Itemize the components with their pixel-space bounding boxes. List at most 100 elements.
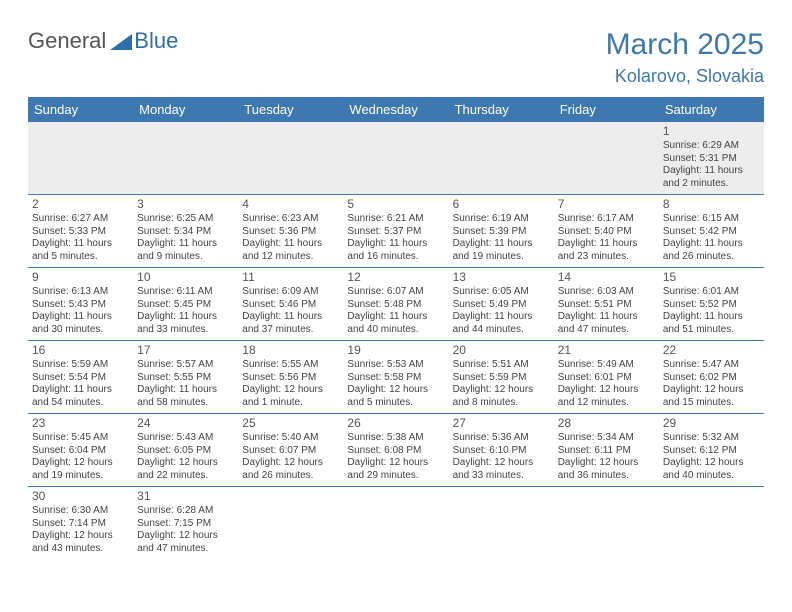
sunset-line: Sunset: 5:42 PM <box>663 226 760 239</box>
calendar-cell: 5Sunrise: 6:21 AMSunset: 5:37 PMDaylight… <box>343 195 448 268</box>
sunset-line: Sunset: 6:08 PM <box>347 445 444 458</box>
sunrise-line: Sunrise: 6:11 AM <box>137 286 234 299</box>
day-number: 22 <box>663 343 760 358</box>
sunset-line: Sunset: 5:48 PM <box>347 299 444 312</box>
day-number: 9 <box>32 270 129 285</box>
sunset-line: Sunset: 6:04 PM <box>32 445 129 458</box>
calendar-cell <box>133 122 238 195</box>
calendar-cell: 15Sunrise: 6:01 AMSunset: 5:52 PMDayligh… <box>659 268 764 341</box>
sunrise-line: Sunrise: 5:53 AM <box>347 359 444 372</box>
calendar-cell: 12Sunrise: 6:07 AMSunset: 5:48 PMDayligh… <box>343 268 448 341</box>
sunrise-line: Sunrise: 6:19 AM <box>453 213 550 226</box>
calendar-cell: 7Sunrise: 6:17 AMSunset: 5:40 PMDaylight… <box>554 195 659 268</box>
sunset-line: Sunset: 7:14 PM <box>32 518 129 531</box>
sunrise-line: Sunrise: 6:29 AM <box>663 140 760 153</box>
calendar-cell: 10Sunrise: 6:11 AMSunset: 5:45 PMDayligh… <box>133 268 238 341</box>
calendar-cell <box>238 122 343 195</box>
calendar-cell <box>659 487 764 560</box>
day-number: 3 <box>137 197 234 212</box>
sunrise-line: Sunrise: 5:32 AM <box>663 432 760 445</box>
calendar-cell <box>554 487 659 560</box>
day-header: Monday <box>133 97 238 122</box>
calendar-cell: 27Sunrise: 5:36 AMSunset: 6:10 PMDayligh… <box>449 414 554 487</box>
calendar-cell <box>343 122 448 195</box>
sunrise-line: Sunrise: 5:51 AM <box>453 359 550 372</box>
day-number: 31 <box>137 489 234 504</box>
daylight-line: Daylight: 11 hours and 33 minutes. <box>137 311 234 336</box>
day-number: 16 <box>32 343 129 358</box>
daylight-line: Daylight: 11 hours and 30 minutes. <box>32 311 129 336</box>
day-number: 28 <box>558 416 655 431</box>
daylight-line: Daylight: 12 hours and 43 minutes. <box>32 530 129 555</box>
sunset-line: Sunset: 6:07 PM <box>242 445 339 458</box>
sunrise-line: Sunrise: 5:34 AM <box>558 432 655 445</box>
calendar-cell: 24Sunrise: 5:43 AMSunset: 6:05 PMDayligh… <box>133 414 238 487</box>
calendar-cell <box>554 122 659 195</box>
sunset-line: Sunset: 5:54 PM <box>32 372 129 385</box>
calendar-cell: 18Sunrise: 5:55 AMSunset: 5:56 PMDayligh… <box>238 341 343 414</box>
day-number: 13 <box>453 270 550 285</box>
sunset-line: Sunset: 6:01 PM <box>558 372 655 385</box>
sunset-line: Sunset: 5:55 PM <box>137 372 234 385</box>
day-number: 2 <box>32 197 129 212</box>
day-header: Wednesday <box>343 97 448 122</box>
calendar-cell: 14Sunrise: 6:03 AMSunset: 5:51 PMDayligh… <box>554 268 659 341</box>
sunrise-line: Sunrise: 6:27 AM <box>32 213 129 226</box>
sunset-line: Sunset: 7:15 PM <box>137 518 234 531</box>
daylight-line: Daylight: 12 hours and 19 minutes. <box>32 457 129 482</box>
daylight-line: Daylight: 12 hours and 8 minutes. <box>453 384 550 409</box>
day-header: Friday <box>554 97 659 122</box>
sunrise-line: Sunrise: 5:36 AM <box>453 432 550 445</box>
day-number: 25 <box>242 416 339 431</box>
day-header: Tuesday <box>238 97 343 122</box>
day-number: 10 <box>137 270 234 285</box>
calendar-cell: 6Sunrise: 6:19 AMSunset: 5:39 PMDaylight… <box>449 195 554 268</box>
sunset-line: Sunset: 5:33 PM <box>32 226 129 239</box>
sunset-line: Sunset: 6:11 PM <box>558 445 655 458</box>
daylight-line: Daylight: 11 hours and 26 minutes. <box>663 238 760 263</box>
sunrise-line: Sunrise: 5:38 AM <box>347 432 444 445</box>
calendar-cell: 9Sunrise: 6:13 AMSunset: 5:43 PMDaylight… <box>28 268 133 341</box>
sunrise-line: Sunrise: 5:47 AM <box>663 359 760 372</box>
daylight-line: Daylight: 12 hours and 22 minutes. <box>137 457 234 482</box>
daylight-line: Daylight: 12 hours and 33 minutes. <box>453 457 550 482</box>
sunrise-line: Sunrise: 6:28 AM <box>137 505 234 518</box>
sunrise-line: Sunrise: 5:57 AM <box>137 359 234 372</box>
sunrise-line: Sunrise: 5:45 AM <box>32 432 129 445</box>
calendar-cell: 21Sunrise: 5:49 AMSunset: 6:01 PMDayligh… <box>554 341 659 414</box>
day-number: 7 <box>558 197 655 212</box>
sunset-line: Sunset: 5:58 PM <box>347 372 444 385</box>
daylight-line: Daylight: 11 hours and 23 minutes. <box>558 238 655 263</box>
calendar-cell: 23Sunrise: 5:45 AMSunset: 6:04 PMDayligh… <box>28 414 133 487</box>
sunrise-line: Sunrise: 6:25 AM <box>137 213 234 226</box>
title-block: March 2025 Kolarovo, Slovakia <box>606 28 764 87</box>
day-header: Sunday <box>28 97 133 122</box>
day-number: 30 <box>32 489 129 504</box>
day-number: 18 <box>242 343 339 358</box>
day-number: 6 <box>453 197 550 212</box>
sunset-line: Sunset: 6:05 PM <box>137 445 234 458</box>
sunset-line: Sunset: 6:12 PM <box>663 445 760 458</box>
calendar-cell: 1Sunrise: 6:29 AMSunset: 5:31 PMDaylight… <box>659 122 764 195</box>
daylight-line: Daylight: 11 hours and 47 minutes. <box>558 311 655 336</box>
day-number: 1 <box>663 124 760 139</box>
sunrise-line: Sunrise: 6:05 AM <box>453 286 550 299</box>
calendar-cell: 20Sunrise: 5:51 AMSunset: 5:59 PMDayligh… <box>449 341 554 414</box>
daylight-line: Daylight: 12 hours and 12 minutes. <box>558 384 655 409</box>
daylight-line: Daylight: 12 hours and 26 minutes. <box>242 457 339 482</box>
sunset-line: Sunset: 6:10 PM <box>453 445 550 458</box>
daylight-line: Daylight: 11 hours and 2 minutes. <box>663 165 760 190</box>
calendar-cell: 29Sunrise: 5:32 AMSunset: 6:12 PMDayligh… <box>659 414 764 487</box>
calendar-cell: 30Sunrise: 6:30 AMSunset: 7:14 PMDayligh… <box>28 487 133 560</box>
calendar-cell <box>238 487 343 560</box>
sunrise-line: Sunrise: 5:49 AM <box>558 359 655 372</box>
calendar-cell: 13Sunrise: 6:05 AMSunset: 5:49 PMDayligh… <box>449 268 554 341</box>
daylight-line: Daylight: 11 hours and 44 minutes. <box>453 311 550 336</box>
logo-triangle-icon <box>110 32 132 50</box>
daylight-line: Daylight: 12 hours and 5 minutes. <box>347 384 444 409</box>
daylight-line: Daylight: 11 hours and 40 minutes. <box>347 311 444 336</box>
day-number: 17 <box>137 343 234 358</box>
daylight-line: Daylight: 12 hours and 29 minutes. <box>347 457 444 482</box>
logo-text-blue: Blue <box>134 28 178 54</box>
calendar-head: SundayMondayTuesdayWednesdayThursdayFrid… <box>28 97 764 122</box>
